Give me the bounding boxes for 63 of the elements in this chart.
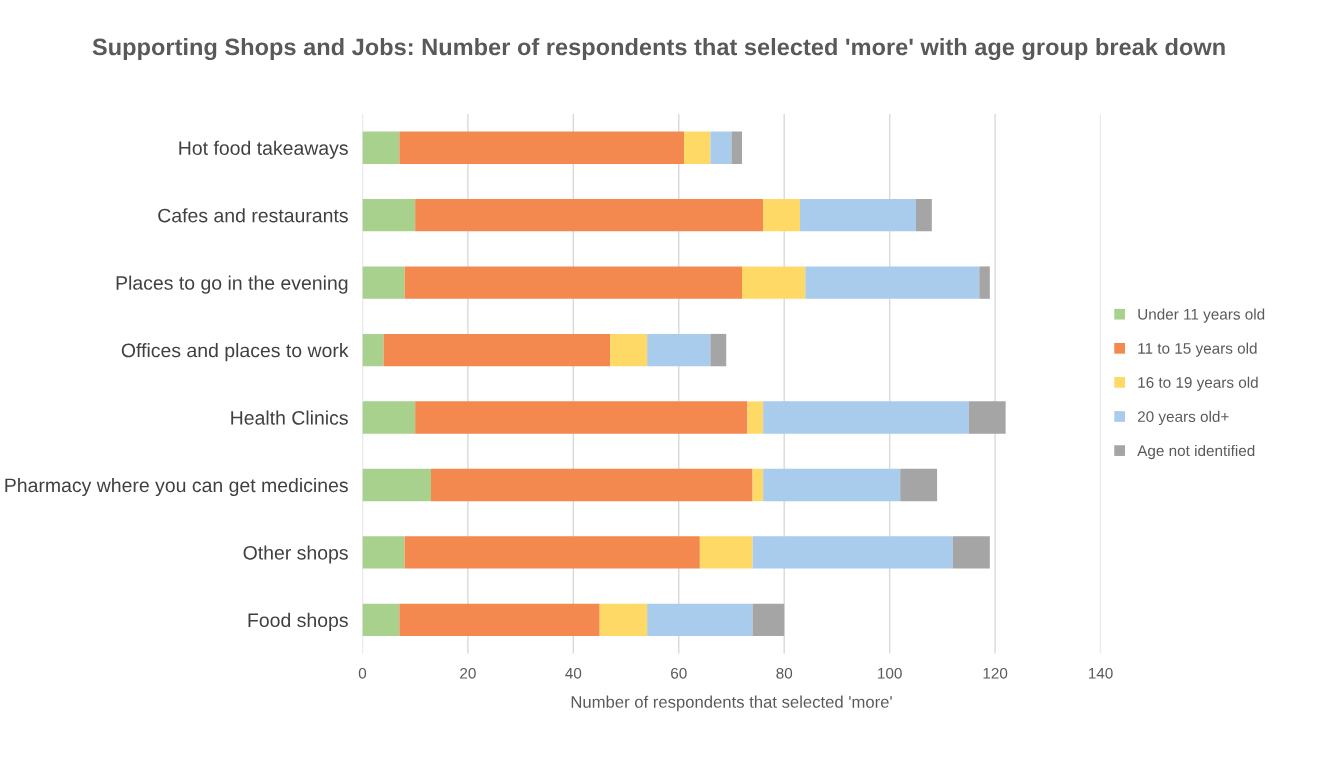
bar	[763, 198, 801, 232]
legend-label: Under 11 years old	[1138, 308, 1265, 323]
bar	[763, 468, 901, 502]
y-tick-label: Hot food takeaways	[179, 140, 348, 159]
bar	[731, 131, 743, 164]
bar	[399, 131, 685, 164]
bar	[362, 536, 405, 569]
bar	[362, 468, 431, 502]
bar	[752, 536, 953, 569]
legend-label: 11 to 15 years old	[1138, 342, 1257, 357]
bar	[404, 266, 743, 299]
x-tick-label: 100	[878, 667, 902, 679]
bar	[805, 266, 980, 299]
x-axis-title: Number of respondents that selected 'more'	[571, 695, 892, 712]
bar	[647, 603, 753, 637]
y-tick-label: Food shops	[248, 612, 348, 631]
bar	[399, 603, 600, 637]
bar	[710, 131, 732, 164]
y-tick-label: Health Clinics	[231, 410, 348, 425]
x-tick-label: 40	[565, 667, 582, 679]
bar	[968, 401, 1006, 434]
bar	[952, 536, 990, 569]
bar	[979, 266, 990, 299]
bar	[710, 333, 727, 367]
x-tick-label: 120	[983, 667, 1008, 679]
bar	[647, 333, 711, 367]
bar	[752, 468, 764, 502]
x-tick-label: 80	[776, 667, 793, 679]
bar	[404, 536, 700, 569]
bar	[362, 603, 400, 637]
legend-label: 16 to 19 years old	[1138, 376, 1258, 391]
legend-label: 20 years old+	[1137, 410, 1229, 426]
bar	[599, 603, 648, 637]
bar	[362, 266, 405, 299]
bar	[362, 401, 416, 434]
y-tick-label: Offices and places to work	[121, 343, 349, 362]
x-tick-label: 0	[358, 667, 367, 679]
bar	[900, 468, 938, 502]
x-tick-label: 20	[460, 667, 476, 679]
bar	[916, 198, 932, 232]
bar	[699, 536, 753, 569]
x-tick-label: 60	[671, 667, 687, 679]
bar	[742, 266, 806, 299]
bar	[430, 468, 753, 502]
bar	[763, 401, 969, 434]
bar	[362, 131, 400, 164]
bar	[415, 198, 764, 232]
legend-label: Age not identified	[1137, 444, 1255, 460]
y-tick-label: Other shops	[243, 545, 348, 564]
y-tick-label: Pharmacy where you can get medicines	[5, 477, 348, 497]
y-tick-label: Places to go in the evening	[116, 275, 348, 294]
bar	[383, 333, 611, 367]
bar	[415, 401, 748, 434]
bar	[610, 333, 648, 367]
bar	[800, 198, 917, 232]
bar	[747, 401, 764, 434]
bar	[362, 333, 384, 367]
bar	[752, 603, 785, 637]
bar	[684, 131, 711, 164]
y-tick-label: Cafes and restaurants	[158, 208, 348, 223]
x-tick-label: 140	[1088, 667, 1113, 679]
chart-title: Supporting Shops and Jobs: Number of respondents that selected 'more' with age group break down	[92, 38, 1225, 61]
bar	[362, 198, 416, 232]
